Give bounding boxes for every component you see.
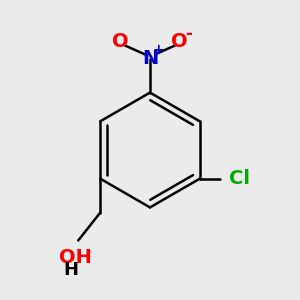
Text: +: + [152, 44, 164, 58]
Text: O: O [171, 32, 188, 51]
Text: -: - [185, 25, 192, 43]
Text: Cl: Cl [229, 169, 250, 188]
Text: OH: OH [59, 248, 92, 267]
Text: N: N [142, 49, 158, 68]
Text: H: H [63, 261, 78, 279]
Text: O: O [112, 32, 129, 51]
